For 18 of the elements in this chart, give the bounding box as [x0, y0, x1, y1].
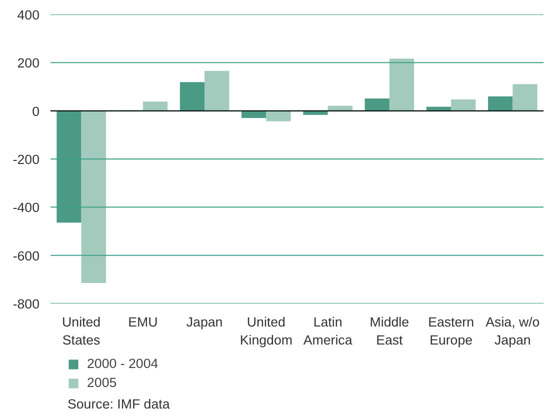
x-tick-label: United States	[62, 314, 101, 348]
y-tick-label: -600	[12, 248, 40, 264]
source-note: Source: IMF data	[68, 396, 170, 412]
y-tick-label: -800	[12, 296, 40, 312]
y-tick-label: 400	[17, 8, 40, 22]
x-tick-label: EMU	[128, 314, 158, 330]
y-tick-label: 0	[32, 104, 40, 119]
x-tick-label: Latin America	[303, 314, 353, 348]
y-tick-label: 200	[17, 56, 40, 71]
x-tick-label: United Kingdom	[240, 314, 292, 348]
x-tick-label: Asia, w/o Japan	[486, 314, 540, 348]
y-tick-label: -400	[12, 200, 40, 216]
x-tick-label: Middle East	[370, 314, 410, 348]
y-tick-label: -200	[12, 152, 40, 167]
legend-label: 2000 - 2004	[87, 356, 158, 371]
x-tick-label: Eastern Europe	[428, 314, 474, 348]
legend-label: 2005	[87, 375, 117, 390]
x-tick-label: Japan	[186, 314, 223, 330]
